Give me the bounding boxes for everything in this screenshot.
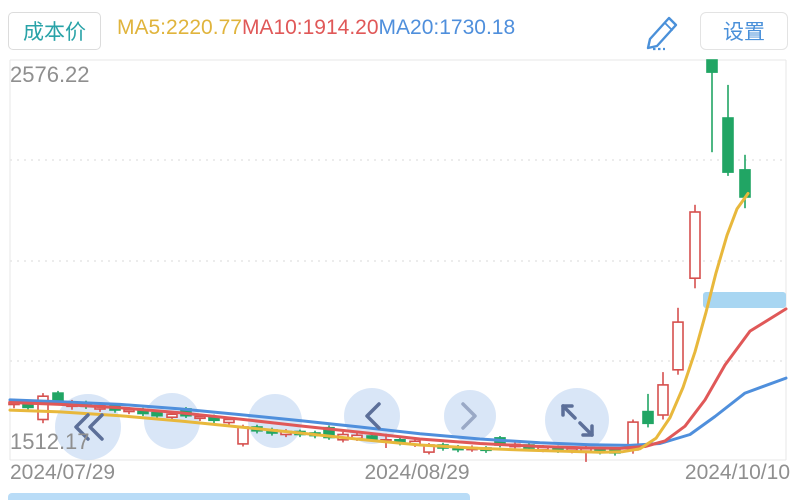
candle-body-up bbox=[223, 418, 235, 424]
gesture-hint-circle bbox=[55, 394, 121, 460]
candle-body-down bbox=[52, 392, 64, 401]
candle-body-down bbox=[642, 410, 654, 425]
candle-body-up bbox=[194, 415, 206, 420]
ma5-line bbox=[8, 192, 750, 454]
ma10-label: MA10:1914.20 bbox=[241, 16, 379, 39]
bottom-sheet-handle[interactable] bbox=[8, 493, 470, 500]
ma10-line bbox=[8, 307, 788, 450]
chevron-left-icon bbox=[365, 402, 381, 430]
gesture-hint-circle bbox=[444, 390, 496, 442]
candle-body-up bbox=[689, 211, 701, 279]
cost-price-button[interactable]: 成本价 bbox=[8, 12, 101, 50]
chevron-right-icon bbox=[461, 402, 477, 430]
settings-button[interactable]: 设置 bbox=[700, 12, 788, 50]
candle-body-up bbox=[657, 384, 669, 416]
x-axis-date-start: 2024/07/29 bbox=[10, 461, 116, 484]
candle-body-down bbox=[151, 411, 163, 417]
ma-indicator-labels: MA5:2220.77MA10:1914.20MA20:1730.18 bbox=[117, 16, 515, 40]
candle-body-down bbox=[366, 435, 378, 440]
ma20-label: MA20:1730.18 bbox=[378, 16, 516, 39]
x-axis-date-end: 2024/10/10 bbox=[684, 461, 790, 484]
chevrons-left-icon bbox=[74, 413, 104, 441]
candle-body-up bbox=[37, 395, 49, 421]
price-highlight-band bbox=[703, 292, 786, 308]
toolbar: 成本价 MA5:2220.77MA10:1914.20MA20:1730.18 … bbox=[0, 0, 800, 58]
pencil-icon[interactable] bbox=[644, 14, 680, 52]
ma5-label: MA5:2220.77 bbox=[117, 16, 242, 39]
candle-body-up bbox=[672, 321, 684, 371]
x-axis-date-middle: 2024/08/29 bbox=[364, 461, 470, 484]
candle-body-up bbox=[237, 426, 249, 445]
candle-body-up bbox=[166, 413, 178, 419]
expand-icon bbox=[561, 404, 594, 437]
candle-body-down bbox=[722, 117, 734, 173]
ma20-line bbox=[8, 376, 788, 447]
y-axis-max-label: 2576.22 bbox=[10, 62, 90, 87]
y-axis-min-label: 1512.17 bbox=[10, 429, 90, 454]
candle-body-down bbox=[706, 59, 718, 73]
